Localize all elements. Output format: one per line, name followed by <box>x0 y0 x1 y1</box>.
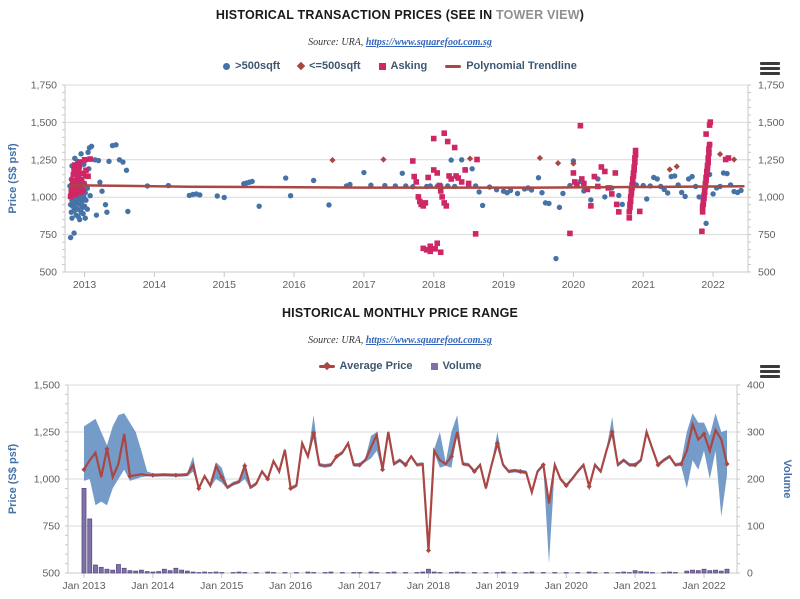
series-diamond <box>81 141 738 178</box>
svg-text:750: 750 <box>758 229 776 241</box>
svg-text:1,000: 1,000 <box>31 192 57 204</box>
legend-item-average-price[interactable]: Average Price <box>318 360 413 372</box>
chart2-y-axis-title: Price (S$ psf) <box>7 444 19 515</box>
legend-marker-line-diamond-icon <box>318 364 335 368</box>
chart1-y-axis-title: Price (S$ psf) <box>7 143 19 214</box>
price-range-band <box>84 413 727 564</box>
svg-text:Jan 2016: Jan 2016 <box>269 580 312 592</box>
svg-text:750: 750 <box>39 229 57 241</box>
chart2-source: Source: URA, https://www.squarefoot.com.… <box>0 335 800 346</box>
transaction-price-chart-canvas: 500 500 750 750 1,000 1,000 1,250 1,250 1,500 1,5… <box>7 80 784 292</box>
chart1-title-suffix: ) <box>579 8 585 22</box>
chart2-legend: Average Price Volume <box>0 360 800 372</box>
svg-text:Jan 2014: Jan 2014 <box>131 580 174 592</box>
svg-text:2022: 2022 <box>701 279 725 291</box>
svg-text:Jan 2015: Jan 2015 <box>200 580 243 592</box>
legend-item-polynomial-trendline[interactable]: Polynomial Trendline <box>445 60 577 72</box>
chart1-title-prefix: HISTORICAL TRANSACTION PRICES (SEE IN <box>215 8 496 22</box>
legend-item--500sqft[interactable]: >500sqft <box>223 60 280 72</box>
chart2-title: HISTORICAL MONTHLY PRICE RANGE <box>0 306 800 320</box>
series-square <box>67 119 732 256</box>
svg-text:1,500: 1,500 <box>758 117 784 129</box>
svg-text:Jan 2017: Jan 2017 <box>338 580 381 592</box>
legend-marker-line-icon <box>445 64 462 68</box>
svg-text:500: 500 <box>39 267 57 279</box>
chart2-source-text: Source: URA, <box>308 335 364 346</box>
legend-marker-square-icon <box>378 62 386 70</box>
svg-text:1,750: 1,750 <box>758 80 784 92</box>
monthly-price-range-chart-canvas: 500 0 750 100 1,000 200 1,250 300 1,500 400 Jan 20… <box>7 380 793 593</box>
svg-text:2016: 2016 <box>282 279 306 291</box>
volume-bars <box>81 488 730 574</box>
svg-text:2013: 2013 <box>73 279 97 291</box>
svg-text:2014: 2014 <box>143 279 167 291</box>
average-price-markers <box>81 429 730 553</box>
svg-text:200: 200 <box>747 474 765 486</box>
svg-text:400: 400 <box>747 380 765 392</box>
legend-label: <=500sqft <box>309 60 361 72</box>
legend-item-asking[interactable]: Asking <box>378 60 428 72</box>
trendline-path <box>69 183 745 189</box>
legend-label: Average Price <box>339 360 413 372</box>
legend-label: >500sqft <box>235 60 281 72</box>
chart1-source: Source: URA, https://www.squarefoot.com.… <box>0 37 800 48</box>
svg-text:2015: 2015 <box>213 279 237 291</box>
chart2-menu-icon[interactable] <box>760 365 780 380</box>
svg-text:2017: 2017 <box>352 279 376 291</box>
legend-label: Asking <box>390 60 428 72</box>
svg-text:1,250: 1,250 <box>31 154 57 166</box>
svg-text:750: 750 <box>42 521 60 533</box>
chart2-title-text: HISTORICAL MONTHLY PRICE RANGE <box>281 306 519 320</box>
svg-text:0: 0 <box>747 568 753 580</box>
svg-text:2021: 2021 <box>632 279 656 291</box>
svg-text:500: 500 <box>42 568 60 580</box>
chart1-source-link[interactable]: https://www.squarefoot.com.sg <box>365 37 492 48</box>
chart1-menu-icon[interactable] <box>760 62 780 77</box>
legend-marker-square-icon <box>430 362 438 370</box>
svg-text:1,500: 1,500 <box>31 117 57 129</box>
svg-text:Jan 2021: Jan 2021 <box>614 580 657 592</box>
chart1-title: HISTORICAL TRANSACTION PRICES (SEE IN TO… <box>0 8 800 22</box>
svg-text:1,000: 1,000 <box>758 192 784 204</box>
svg-text:300: 300 <box>747 427 765 439</box>
svg-text:100: 100 <box>747 521 765 533</box>
svg-text:2020: 2020 <box>562 279 586 291</box>
chart2-source-link[interactable]: https://www.squarefoot.com.sg <box>365 335 492 346</box>
svg-text:Jan 2020: Jan 2020 <box>545 580 588 592</box>
legend-marker-circle-icon <box>223 62 231 70</box>
svg-text:1,500: 1,500 <box>34 380 60 392</box>
legend-label: Volume <box>442 360 482 372</box>
svg-text:1,750: 1,750 <box>31 80 57 92</box>
svg-text:Jan 2013: Jan 2013 <box>62 580 105 592</box>
svg-text:2019: 2019 <box>492 279 516 291</box>
legend-item--500sqft[interactable]: <=500sqft <box>296 60 361 72</box>
svg-text:1,250: 1,250 <box>758 154 784 166</box>
chart1-source-text: Source: URA, <box>308 37 364 48</box>
svg-text:1,000: 1,000 <box>34 474 60 486</box>
svg-text:Jan 2022: Jan 2022 <box>682 580 725 592</box>
chart2-volume-axis-title: Volume <box>781 460 793 499</box>
legend-item-volume[interactable]: Volume <box>430 360 482 372</box>
svg-text:Jan 2018: Jan 2018 <box>407 580 450 592</box>
chart1-legend: >500sqft <=500sqft Asking Polynomial Trendl… <box>0 60 800 72</box>
svg-text:500: 500 <box>758 267 776 279</box>
svg-text:1,250: 1,250 <box>34 427 60 439</box>
legend-marker-diamond-icon <box>296 61 306 71</box>
svg-text:Jan 2019: Jan 2019 <box>476 580 519 592</box>
tower-view-link[interactable]: TOWER VIEW <box>496 8 580 22</box>
legend-label: Polynomial Trendline <box>466 60 577 72</box>
svg-text:2018: 2018 <box>422 279 446 291</box>
average-price-line <box>83 420 729 551</box>
